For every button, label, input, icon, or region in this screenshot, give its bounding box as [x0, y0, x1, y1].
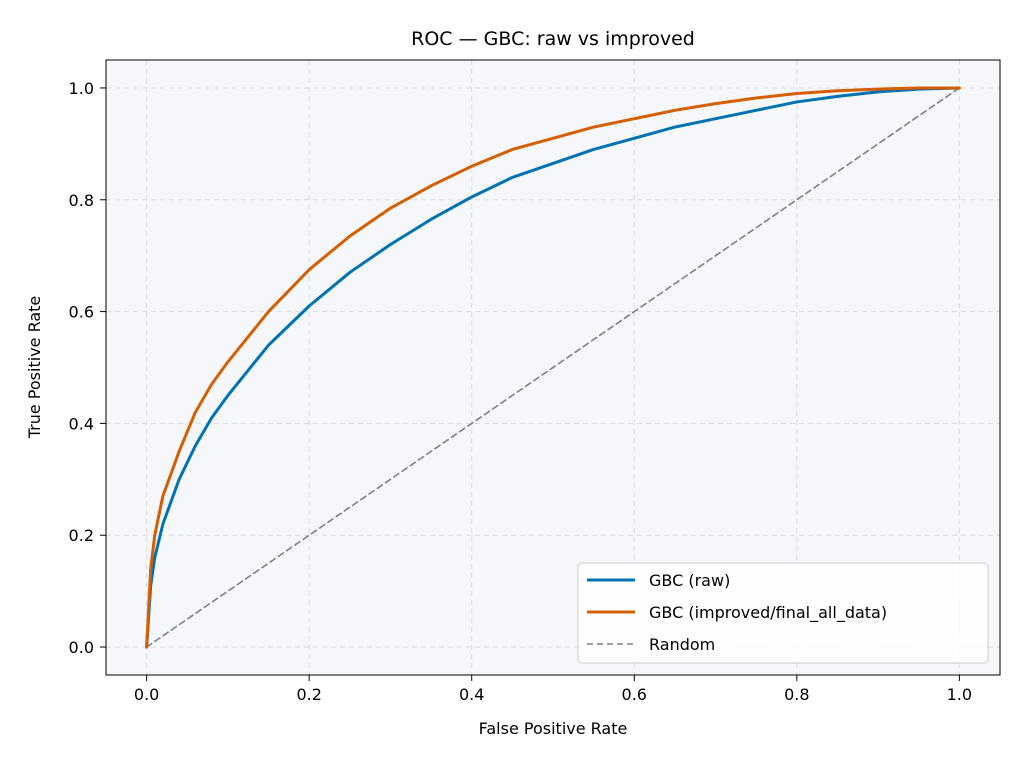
y-tick-label: 1.0	[69, 79, 94, 98]
series-layer	[145, 86, 961, 649]
x-tick-label: 0.0	[134, 685, 159, 704]
series-line-0	[145, 86, 961, 649]
x-tick-label: 0.2	[296, 685, 321, 704]
y-tick-label: 0.2	[69, 526, 94, 545]
legend-label: GBC (raw)	[649, 571, 730, 590]
x-tick-label: 1.0	[947, 685, 972, 704]
plot-frame	[105, 59, 1001, 676]
y-tick-label: 0.6	[69, 303, 94, 322]
series-line-1	[145, 86, 961, 649]
y-axis-label: True Positive Rate	[25, 296, 44, 440]
x-tick-label: 0.6	[622, 685, 647, 704]
x-axis-label: False Positive Rate	[479, 719, 628, 738]
chart-title: ROC — GBC: raw vs improved	[411, 28, 695, 50]
y-tick-label: 0.4	[69, 414, 94, 433]
y-tick-label: 0.8	[69, 191, 94, 210]
legend-box	[577, 562, 989, 664]
x-axis-ticks: 0.0 0.2 0.4 0.6 0.8 1.0	[134, 675, 972, 704]
y-tick-label: 0.0	[69, 638, 94, 657]
legend-label: Random	[649, 635, 715, 654]
x-tick-label: 0.8	[784, 685, 809, 704]
series-line-2	[145, 87, 961, 648]
legend-label: GBC (improved/final_all_data)	[649, 603, 887, 623]
legend: GBC (raw) GBC (improved/final_all_data) Ra…	[577, 562, 989, 664]
grid-lines	[106, 60, 1000, 675]
x-tick-label: 0.4	[459, 685, 484, 704]
y-axis-ticks: 0.0 0.2 0.4 0.6 0.8 1.0	[69, 79, 106, 657]
